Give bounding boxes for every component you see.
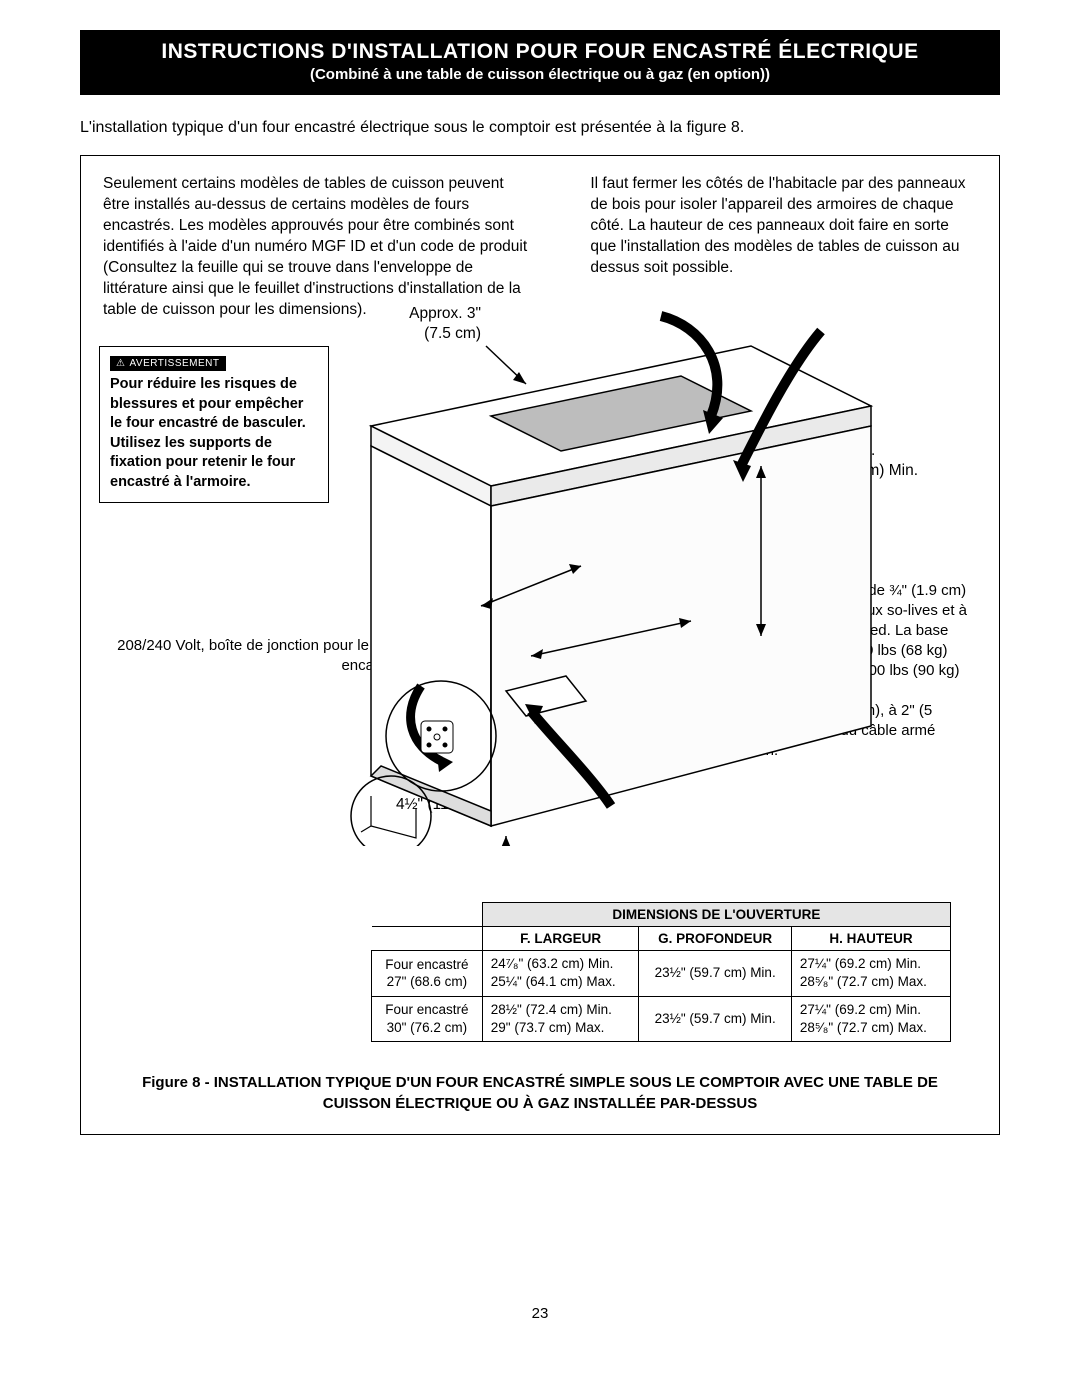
warning-text: Pour réduire les risques de blessures et… <box>110 375 318 492</box>
note-models: Seulement certains modèles de tables de … <box>103 174 530 320</box>
cell-30-width: 28½" (72.4 cm) Min. 29" (73.7 cm) Max. <box>482 996 639 1041</box>
cell-27-width: 24⁷⁄₈" (63.2 cm) Min. 25¼" (64.1 cm) Max… <box>482 951 639 996</box>
page: INSTRUCTIONS D'INSTALLATION POUR FOUR EN… <box>0 0 1080 1362</box>
figure-caption: Figure 8 - INSTALLATION TYPIQUE D'UN FOU… <box>81 1072 999 1114</box>
top-notes: Seulement certains modèles de tables de … <box>103 174 977 320</box>
dimensions-table: DIMENSIONS DE L'OUVERTURE F. LARGEUR G. … <box>371 902 951 1042</box>
cabinet-diagram <box>331 306 891 846</box>
th-depth: G. PROFONDEUR <box>639 927 792 951</box>
cell-30-height: 27¼" (69.2 cm) Min. 28⁵⁄₈" (72.7 cm) Max… <box>791 996 950 1041</box>
row-label-30: Four encastré 30" (76.2 cm) <box>372 996 483 1041</box>
table-row: Four encastré 27" (68.6 cm) 24⁷⁄₈" (63.2… <box>372 951 951 996</box>
header-title: INSTRUCTIONS D'INSTALLATION POUR FOUR EN… <box>92 40 988 64</box>
figure-frame: Seulement certains modèles de tables de … <box>80 155 1000 1135</box>
table-empty-header2 <box>372 927 483 951</box>
page-number: 23 <box>80 1305 1000 1322</box>
warning-box: AVERTISSEMENT Pour réduire les risques d… <box>99 346 329 503</box>
note-sides: Il faut fermer les côtés de l'habitacle … <box>590 174 977 320</box>
warning-badge: AVERTISSEMENT <box>110 356 226 371</box>
table-empty-header <box>372 903 483 927</box>
row-label-27: Four encastré 27" (68.6 cm) <box>372 951 483 996</box>
th-height: H. HAUTEUR <box>791 927 950 951</box>
table-row: Four encastré 30" (76.2 cm) 28½" (72.4 c… <box>372 996 951 1041</box>
table-title: DIMENSIONS DE L'OUVERTURE <box>482 903 950 927</box>
cell-27-height: 27¼" (69.2 cm) Min. 28⁵⁄₈" (72.7 cm) Max… <box>791 951 950 996</box>
cell-27-depth: 23½" (59.7 cm) Min. <box>639 951 792 996</box>
lead-paragraph: L'installation typique d'un four encastr… <box>80 119 1000 137</box>
th-width: F. LARGEUR <box>482 927 639 951</box>
cell-30-depth: 23½" (59.7 cm) Min. <box>639 996 792 1041</box>
header-subtitle: (Combiné à une table de cuisson électriq… <box>92 66 988 83</box>
header-band: INSTRUCTIONS D'INSTALLATION POUR FOUR EN… <box>80 30 1000 95</box>
